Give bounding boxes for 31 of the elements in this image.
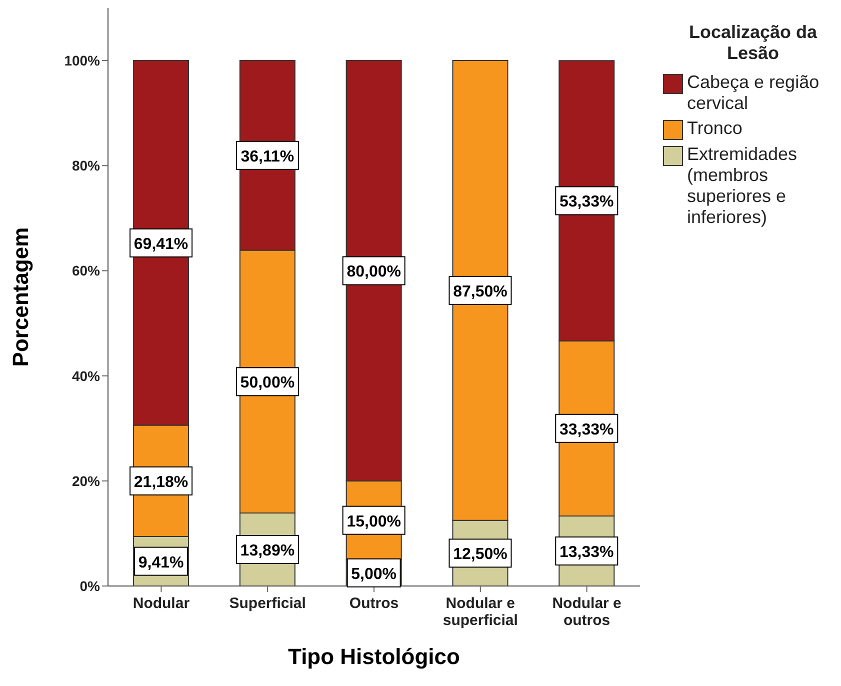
data-label: 15,00% — [346, 513, 401, 530]
x-tick-label: Nodular e outros — [552, 595, 622, 629]
y-tick-label: 100% — [64, 52, 101, 69]
legend-label: Extremidades (membros superiores e inferiores) — [687, 144, 798, 228]
x-tick-label: Nodular e superficial — [442, 595, 518, 629]
data-label: 80,00% — [346, 264, 401, 281]
data-label: 50,00% — [240, 374, 295, 392]
data-label: 33,33% — [560, 421, 614, 438]
data-label: 36,11% — [240, 148, 294, 166]
y-tick-label: 80% — [72, 158, 101, 174]
data-label: 53,33% — [560, 194, 614, 211]
data-label: 9,41% — [138, 554, 184, 572]
data-label: 21,18% — [134, 474, 188, 491]
data-label: 12,50% — [453, 546, 508, 564]
legend-title: Localização da Lesão — [688, 22, 818, 64]
y-tick-label: 20% — [72, 472, 101, 489]
legend-label: Cabeça e região cervical — [687, 72, 820, 114]
x-axis-title: Tipo Histológico — [288, 644, 460, 669]
x-tick-label: Nodular — [132, 595, 190, 612]
data-label: 87,50% — [453, 283, 508, 300]
data-label: 5,00% — [351, 566, 397, 583]
x-tick-label: Superficial — [229, 595, 306, 612]
data-label: 69,41% — [134, 236, 188, 253]
y-tick-label: 40% — [72, 368, 101, 384]
x-tick-label: Outros — [349, 595, 399, 612]
y-axis-title: Porcentagem — [8, 227, 33, 367]
y-tick-label: 0% — [80, 578, 101, 594]
data-label: 13,89% — [240, 542, 295, 560]
y-tick-label: 60% — [72, 262, 101, 279]
data-label: 13,33% — [560, 544, 614, 561]
legend-label: Tronco — [687, 118, 742, 139]
